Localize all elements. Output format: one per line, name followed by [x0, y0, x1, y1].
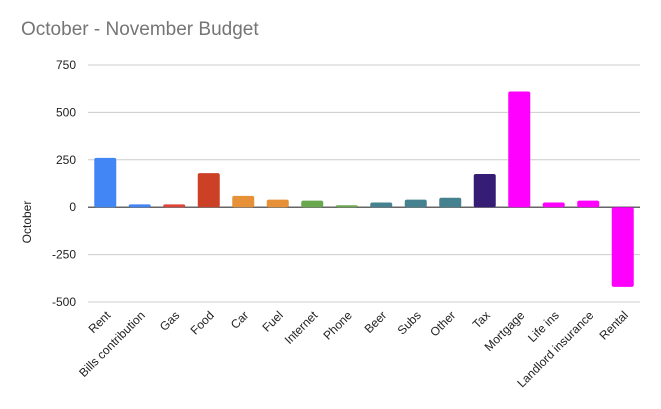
bar-gas [163, 204, 186, 208]
bar-mortgage [508, 91, 531, 208]
category-label: Internet [282, 308, 321, 347]
y-tick-label: 500 [56, 105, 76, 119]
y-tick-labels: 750 500 250 0 -250 -500 [52, 58, 76, 309]
y-tick-label: 0 [69, 200, 76, 214]
y-tick-label: -250 [52, 248, 76, 262]
bar-beer [370, 202, 393, 208]
bar-rental [611, 207, 634, 287]
bar-subs [404, 199, 427, 208]
bar-food [197, 173, 220, 208]
y-axis-title: October [20, 201, 34, 244]
bar-tax [473, 174, 496, 208]
category-label: Gas [157, 308, 182, 333]
category-label: Car [228, 308, 252, 332]
bar-rent [94, 157, 117, 208]
bar-other [439, 197, 462, 208]
y-tick-label: -500 [52, 295, 76, 309]
chart-title: October - November Budget [21, 19, 259, 40]
gridlines [88, 64, 640, 303]
category-label: Phone [320, 308, 355, 343]
category-label: Beer [362, 308, 390, 336]
bar-internet [301, 200, 324, 208]
bar-car [232, 195, 255, 208]
category-label: Fuel [259, 308, 285, 334]
category-label: Rent [86, 308, 114, 336]
bar-phone [335, 205, 358, 208]
category-label: Tax [470, 308, 493, 331]
bar-bills-contribution [128, 204, 151, 208]
bar-landlord-insurance [577, 200, 600, 208]
category-label: Food [188, 308, 217, 337]
y-tick-label: 750 [56, 58, 76, 72]
y-tick-label: 250 [56, 153, 76, 167]
bars [94, 91, 634, 287]
category-label: Subs [395, 308, 424, 337]
bar-fuel [266, 199, 289, 208]
category-label: Rental [596, 308, 630, 342]
category-label: Other [427, 308, 458, 339]
bar-life-ins [542, 202, 565, 208]
